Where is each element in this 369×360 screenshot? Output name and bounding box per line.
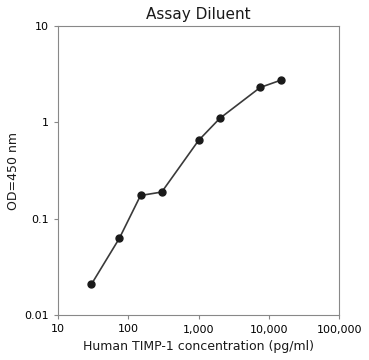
Y-axis label: OD=450 nm: OD=450 nm bbox=[7, 132, 20, 210]
X-axis label: Human TIMP-1 concentration (pg/ml): Human TIMP-1 concentration (pg/ml) bbox=[83, 340, 314, 353]
Title: Assay Diluent: Assay Diluent bbox=[146, 7, 251, 22]
